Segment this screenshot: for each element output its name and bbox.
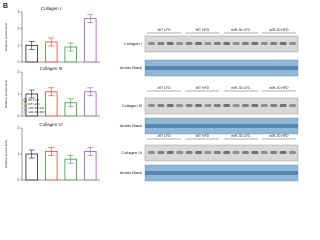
lane-group-label: WT LFD bbox=[158, 134, 171, 138]
blot-band bbox=[223, 42, 231, 45]
blot-label: Collagen I bbox=[124, 41, 142, 46]
blot-band bbox=[148, 42, 155, 45]
lane-group-label: miR-30 LFD bbox=[231, 86, 250, 90]
blot-band bbox=[260, 42, 268, 45]
y-tick-label: 3 bbox=[18, 10, 20, 14]
lane-group-label: WT HFD bbox=[196, 134, 210, 138]
legend-label: miR-30 HFD bbox=[28, 110, 46, 114]
lane-group-label: miR-30 HFD bbox=[269, 28, 289, 32]
blot-label: Collagen VI bbox=[121, 150, 142, 155]
blot-band bbox=[289, 151, 296, 154]
blot-label: Collagen III bbox=[122, 103, 142, 108]
blot-band bbox=[270, 104, 278, 107]
blot-band bbox=[204, 42, 212, 45]
blot-band bbox=[185, 151, 193, 154]
blot-band bbox=[279, 151, 287, 154]
y-tick-label: 1 bbox=[18, 92, 20, 96]
y-axis-label: Relative protein level bbox=[4, 23, 8, 51]
blot-band bbox=[242, 104, 249, 107]
blot-band bbox=[166, 104, 174, 107]
stain-band bbox=[145, 171, 298, 175]
stain-band bbox=[145, 66, 298, 70]
y-tick-label: 2 bbox=[18, 126, 20, 130]
y-tick-label: 2 bbox=[18, 70, 20, 74]
chart-title: Collagen III bbox=[40, 66, 63, 71]
panel-label: B bbox=[3, 3, 8, 10]
blot-band bbox=[195, 104, 202, 107]
blot-band bbox=[195, 151, 202, 154]
blot-band bbox=[232, 104, 240, 107]
lane-group-label: WT HFD bbox=[196, 86, 210, 90]
blot-band bbox=[204, 104, 212, 107]
stain-label: Amido Black bbox=[120, 65, 142, 70]
blot-band bbox=[157, 151, 165, 154]
blot-band bbox=[223, 151, 231, 154]
lane-group-label: miR-30 LFD bbox=[231, 28, 250, 32]
blot-band bbox=[270, 42, 278, 45]
blot-band bbox=[148, 151, 155, 154]
legend-swatch bbox=[23, 110, 27, 114]
blot-band bbox=[176, 104, 184, 107]
blot-band bbox=[223, 104, 231, 107]
blot-band bbox=[251, 42, 259, 45]
blot-band bbox=[242, 151, 249, 154]
y-tick-label: 0 bbox=[18, 178, 20, 182]
blot-band bbox=[213, 151, 221, 154]
y-tick-label: 2 bbox=[18, 27, 20, 31]
blot-band bbox=[242, 42, 249, 45]
blot-band bbox=[157, 104, 165, 107]
blot-band bbox=[232, 151, 240, 154]
blot-band bbox=[213, 104, 221, 107]
blot-band bbox=[289, 104, 296, 107]
blot-band bbox=[148, 104, 155, 107]
y-tick-label: 0 bbox=[18, 114, 20, 118]
blot-band bbox=[166, 42, 174, 45]
lane-group-label: miR-30 HFD bbox=[269, 86, 289, 90]
stain-label: Amido Black bbox=[120, 170, 142, 175]
lane-group-label: miR-30 HFD bbox=[269, 134, 289, 138]
chart-title: Collagen VI bbox=[39, 122, 62, 127]
blot-band bbox=[204, 151, 212, 154]
blot-image bbox=[144, 144, 299, 162]
figure: B Collagen I Relative protein level 0 1 2 3 Co… bbox=[3, 3, 299, 182]
lane-group-label: miR-30 LFD bbox=[231, 134, 250, 138]
blot-band bbox=[195, 42, 202, 45]
y-tick-label: 1 bbox=[18, 152, 20, 156]
legend-label: WT LFD bbox=[28, 98, 40, 102]
blot-band bbox=[166, 151, 174, 154]
blot-band bbox=[279, 104, 287, 107]
blot-band bbox=[260, 151, 268, 154]
stain-band bbox=[145, 124, 298, 128]
blot-image bbox=[144, 97, 299, 115]
blot-band bbox=[176, 42, 184, 45]
legend-swatch bbox=[23, 106, 27, 110]
y-axis-label: Relative protein level bbox=[4, 80, 8, 108]
blot-band bbox=[185, 104, 193, 107]
y-axis-label: Relative protein level bbox=[4, 140, 8, 168]
legend-swatch bbox=[23, 102, 27, 106]
stain-label: Amido Black bbox=[120, 123, 142, 128]
blot-band bbox=[157, 42, 165, 45]
blot-band bbox=[232, 42, 240, 45]
blot-image bbox=[144, 35, 299, 53]
blot-band bbox=[176, 151, 184, 154]
chart-title: Collagen I bbox=[41, 6, 61, 11]
blot-band bbox=[289, 42, 296, 45]
blot-band bbox=[213, 42, 221, 45]
legend-label: WT HFD bbox=[28, 102, 40, 106]
lane-group-label: WT LFD bbox=[158, 86, 171, 90]
blot-band bbox=[251, 151, 259, 154]
bar bbox=[84, 18, 97, 63]
blot-band bbox=[270, 151, 278, 154]
blot-band bbox=[185, 42, 193, 45]
legend-label: miR-30 LFD bbox=[28, 106, 45, 110]
blot-band bbox=[279, 42, 287, 45]
blot-band bbox=[251, 104, 259, 107]
legend-swatch bbox=[23, 98, 27, 102]
y-tick-label: 0 bbox=[18, 60, 20, 64]
lane-group-label: WT HFD bbox=[196, 28, 210, 32]
y-tick-label: 1 bbox=[18, 43, 20, 47]
blot-band bbox=[260, 104, 268, 107]
lane-group-label: WT LFD bbox=[158, 28, 171, 32]
